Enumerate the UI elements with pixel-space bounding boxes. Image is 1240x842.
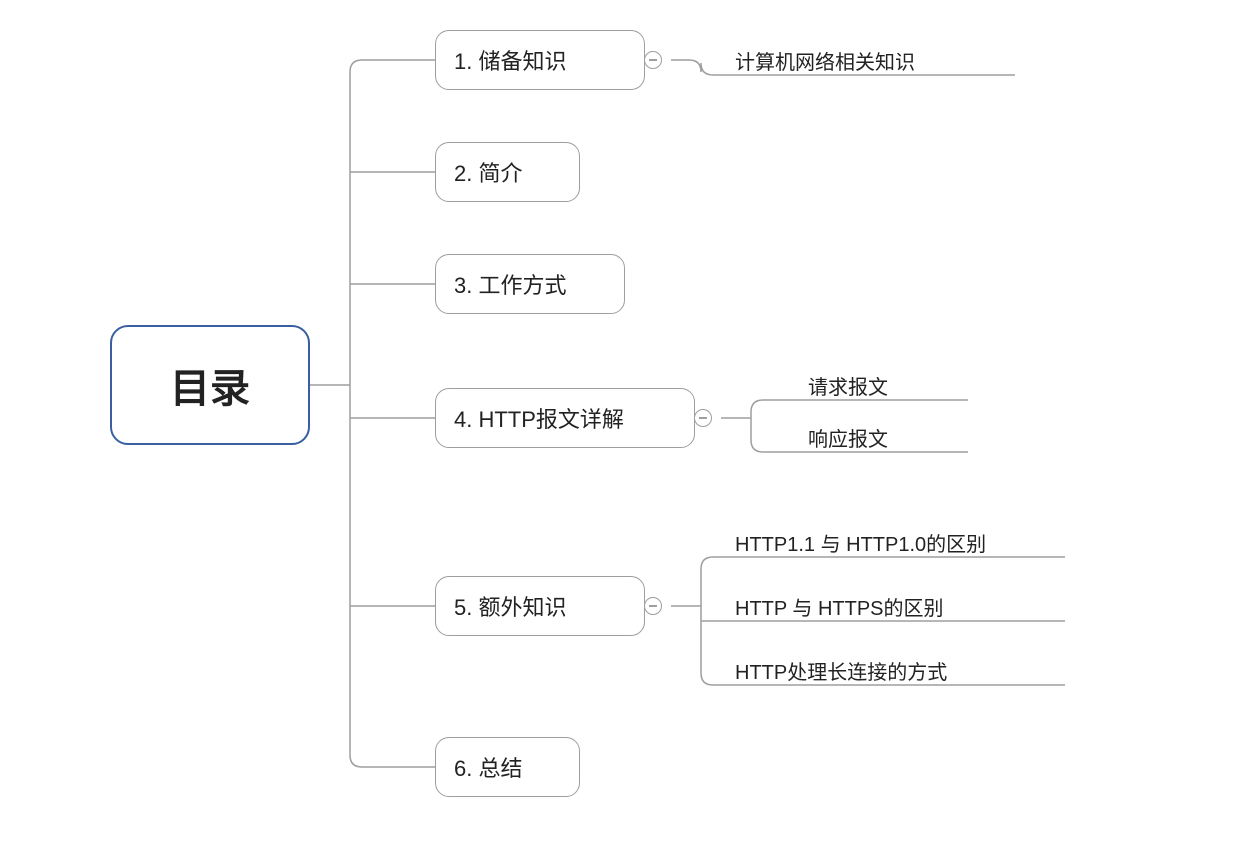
leaf-label: 响应报文 bbox=[808, 423, 888, 452]
node-prep-knowledge[interactable]: 1. 储备知识 bbox=[435, 30, 645, 90]
node-extra-knowledge[interactable]: 5. 额外知识 bbox=[435, 576, 645, 636]
node-http-message[interactable]: 4. HTTP报文详解 bbox=[435, 388, 695, 448]
leaf-http-long-connection[interactable]: HTTP处理长连接的方式 bbox=[735, 655, 1065, 685]
collapse-toggle-icon[interactable] bbox=[644, 51, 662, 69]
node-summary[interactable]: 6. 总结 bbox=[435, 737, 580, 797]
collapse-toggle-icon[interactable] bbox=[644, 597, 662, 615]
node-intro[interactable]: 2. 简介 bbox=[435, 142, 580, 202]
leaf-label: HTTP处理长连接的方式 bbox=[735, 656, 947, 685]
node-label: 2. 简介 bbox=[454, 156, 522, 188]
leaf-http11-vs-http10[interactable]: HTTP1.1 与 HTTP1.0的区别 bbox=[735, 527, 1065, 557]
leaf-label: HTTP 与 HTTPS的区别 bbox=[735, 592, 944, 621]
node-label: 5. 额外知识 bbox=[454, 590, 566, 622]
mindmap-canvas: 目录 1. 储备知识 2. 简介 3. 工作方式 4. HTTP报文详解 5. … bbox=[0, 0, 1240, 842]
leaf-request-message[interactable]: 请求报文 bbox=[808, 370, 968, 400]
collapse-toggle-icon[interactable] bbox=[694, 409, 712, 427]
leaf-network-knowledge[interactable]: 计算机网络相关知识 bbox=[735, 45, 1015, 75]
node-label: 4. HTTP报文详解 bbox=[454, 402, 624, 434]
leaf-label: 请求报文 bbox=[808, 371, 888, 400]
node-label: 1. 储备知识 bbox=[454, 44, 566, 76]
leaf-response-message[interactable]: 响应报文 bbox=[808, 422, 968, 452]
root-label: 目录 bbox=[170, 356, 250, 414]
leaf-label: HTTP1.1 与 HTTP1.0的区别 bbox=[735, 528, 986, 557]
node-label: 3. 工作方式 bbox=[454, 268, 566, 300]
node-label: 6. 总结 bbox=[454, 751, 522, 783]
leaf-http-vs-https[interactable]: HTTP 与 HTTPS的区别 bbox=[735, 591, 1065, 621]
node-working-mode[interactable]: 3. 工作方式 bbox=[435, 254, 625, 314]
root-node[interactable]: 目录 bbox=[110, 325, 310, 445]
leaf-label: 计算机网络相关知识 bbox=[735, 46, 915, 75]
